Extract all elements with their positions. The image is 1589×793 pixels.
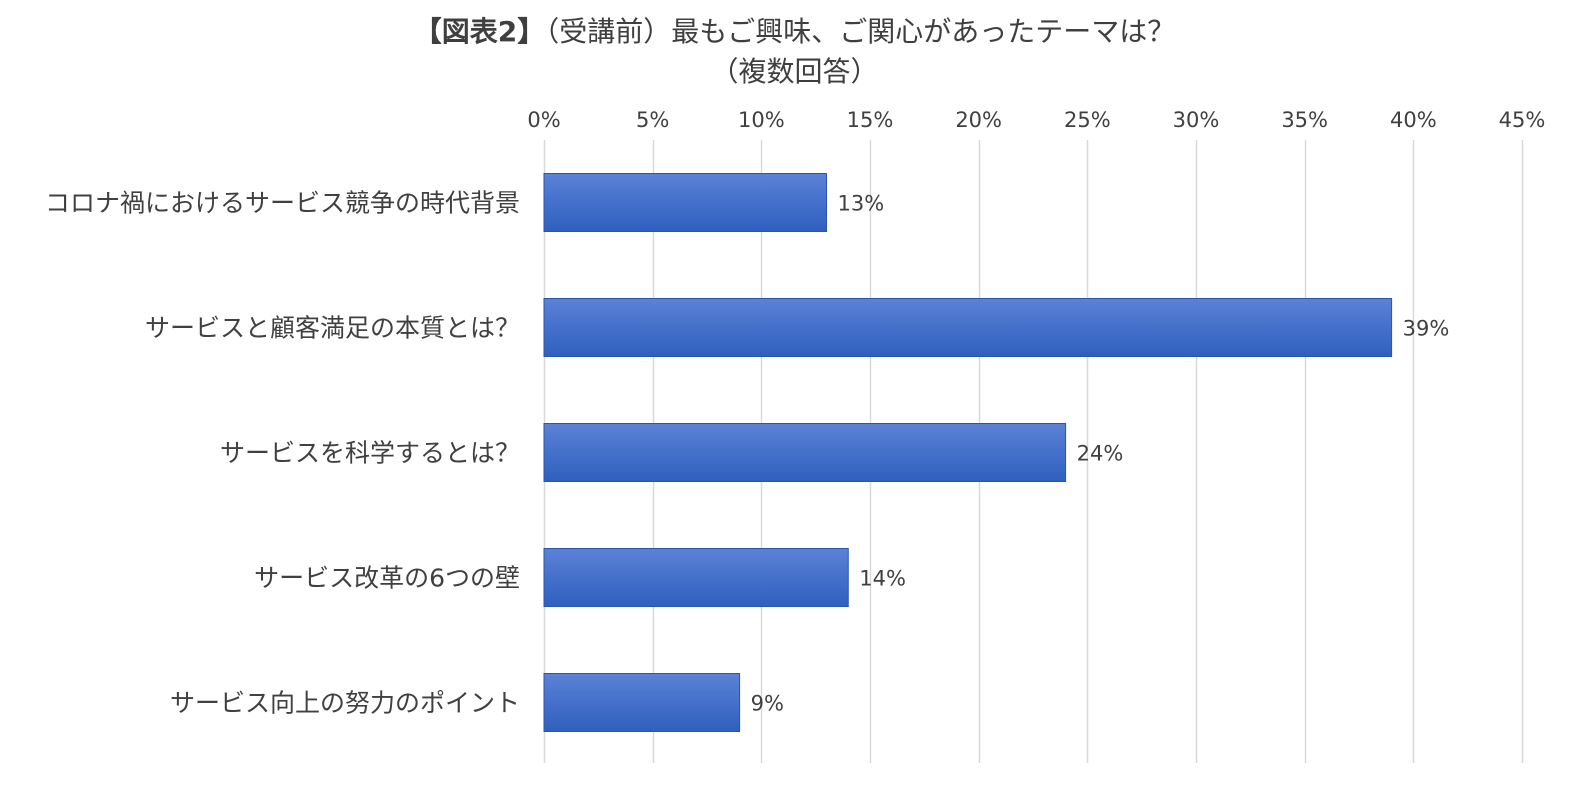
- bar: [543, 673, 741, 732]
- data-label: 9%: [751, 692, 784, 716]
- bar: [543, 173, 828, 232]
- data-label: 24%: [1077, 442, 1124, 466]
- bar: [543, 548, 849, 607]
- category-label: サービスと顧客満足の本質とは？: [145, 314, 520, 343]
- x-tick-label: 30%: [1173, 108, 1220, 132]
- data-label: 39%: [1403, 317, 1450, 341]
- x-tick-label: 10%: [738, 108, 785, 132]
- category-label: コロナ禍におけるサービス競争の時代背景: [45, 189, 520, 218]
- chart-title-text: （受講前）最もご興味、ご関心があったテーマは？: [545, 15, 1176, 48]
- x-tick-label: 20%: [955, 108, 1002, 132]
- chart-subtitle: （複数回答）: [710, 55, 879, 88]
- chart-title-prefix: 【図表2】: [413, 15, 546, 48]
- x-axis-ticks: 0% 5% 10% 15% 20% 25% 30% 35% 40% 45%: [527, 108, 1545, 132]
- bar: [543, 298, 1393, 357]
- chart-title: 【図表2】（受講前）最もご興味、ご関心があったテーマは？: [0, 14, 1589, 50]
- bars: [543, 173, 1393, 732]
- x-tick-label: 5%: [636, 108, 669, 132]
- x-tick-label: 15%: [847, 108, 894, 132]
- x-tick-label: 35%: [1281, 108, 1328, 132]
- bar: [543, 423, 1067, 482]
- category-label: サービス改革の6つの壁: [254, 564, 520, 593]
- data-label: 13%: [838, 192, 885, 216]
- x-tick-label: 40%: [1390, 108, 1437, 132]
- category-label: サービス向上の努力のポイント: [170, 689, 520, 718]
- data-labels: 13% 39% 24% 14% 9%: [751, 192, 1450, 716]
- data-label: 14%: [859, 567, 906, 591]
- category-label: サービスを科学するとは？: [220, 439, 520, 468]
- x-tick-label: 45%: [1499, 108, 1546, 132]
- x-tick-label: 25%: [1064, 108, 1111, 132]
- x-tick-label: 0%: [527, 108, 560, 132]
